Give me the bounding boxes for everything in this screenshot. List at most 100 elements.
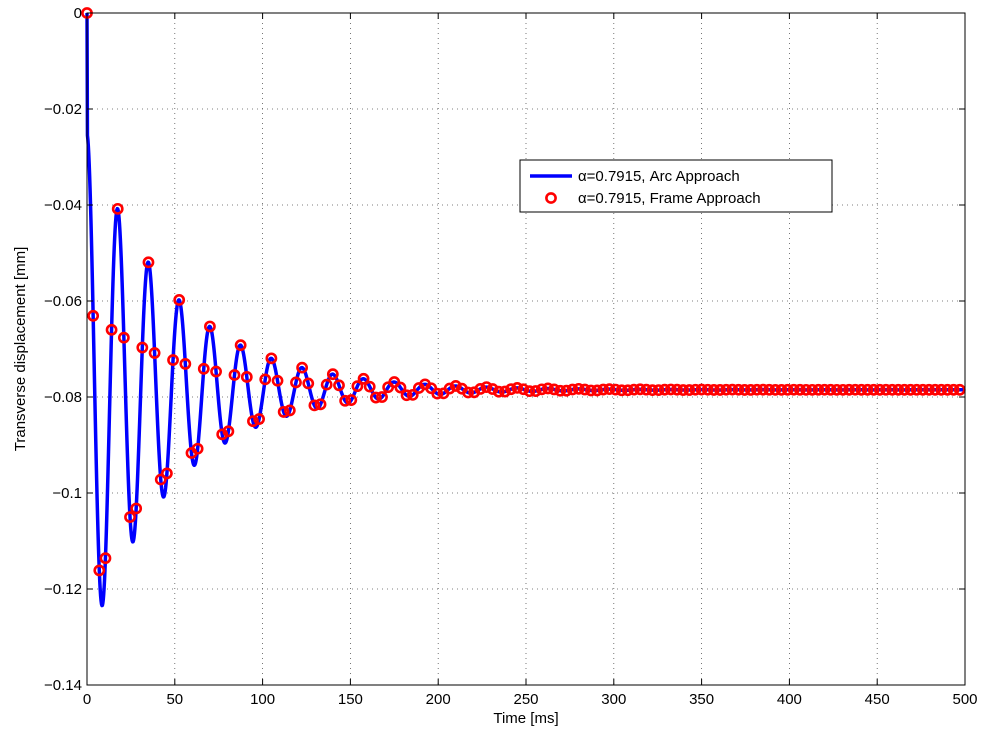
series-point-frame bbox=[910, 383, 923, 396]
legend: α=0.7915, Arc Approach α=0.7915, Frame A… bbox=[519, 159, 833, 213]
series-point-frame bbox=[529, 385, 542, 397]
series-point-frame bbox=[499, 385, 511, 398]
series-point-frame bbox=[480, 381, 493, 393]
series-point-frame bbox=[197, 362, 210, 375]
series-point-frame bbox=[867, 383, 880, 396]
series-point-frame bbox=[603, 383, 616, 396]
series-point-frame bbox=[363, 380, 376, 393]
series-point-frame bbox=[271, 374, 284, 387]
series-line-arc bbox=[85, 12, 967, 608]
series-point-frame bbox=[204, 320, 216, 333]
series-point-frame bbox=[247, 415, 259, 428]
legend-marker-swatch bbox=[545, 192, 557, 204]
y-tick-label: −0.08 bbox=[44, 389, 82, 406]
series-point-frame bbox=[597, 383, 610, 396]
series-point-frame bbox=[554, 384, 567, 397]
y-tick-label: −0.04 bbox=[44, 197, 82, 214]
series-point-frame bbox=[228, 369, 241, 381]
series-point-frame bbox=[916, 383, 929, 396]
series-point-frame bbox=[406, 388, 419, 401]
y-tick-label: −0.1 bbox=[52, 485, 82, 502]
series-point-frame bbox=[707, 384, 720, 396]
series-point-frame bbox=[861, 383, 874, 396]
series-point-frame bbox=[93, 564, 106, 577]
y-tick-label: 0 bbox=[74, 5, 82, 22]
series-point-frame bbox=[609, 383, 622, 396]
series-point-frame bbox=[167, 354, 179, 366]
series-point-frame bbox=[664, 383, 677, 396]
series-point-frame bbox=[714, 384, 726, 396]
series-point-frame bbox=[757, 383, 769, 396]
y-axis-label: Transverse displacement [mm] bbox=[12, 247, 29, 452]
series-point-frame bbox=[947, 383, 960, 396]
y-tick-label: −0.02 bbox=[44, 101, 82, 118]
series-point-frame bbox=[886, 383, 899, 396]
series-point-frame bbox=[474, 382, 487, 395]
series-point-frame bbox=[345, 394, 358, 406]
legend-entry-arc: α=0.7915, Arc Approach bbox=[578, 168, 740, 185]
series-point-frame bbox=[935, 383, 948, 396]
x-tick-label: 400 bbox=[777, 691, 802, 708]
series-point-frame bbox=[136, 341, 149, 354]
series-point-frame bbox=[511, 381, 524, 394]
series-point-frame bbox=[87, 309, 100, 322]
series-point-frame bbox=[775, 383, 788, 396]
series-point-frame bbox=[726, 383, 739, 396]
series-point-frame bbox=[234, 339, 247, 352]
series-point-frame bbox=[677, 384, 690, 396]
series-point-frame bbox=[695, 383, 708, 396]
series-point-frame bbox=[787, 383, 800, 396]
series-point-frame bbox=[339, 394, 352, 407]
series-point-frame bbox=[314, 398, 327, 411]
series-point-frame bbox=[259, 373, 272, 386]
series-point-frame bbox=[744, 384, 757, 396]
legend-entry-frame: α=0.7915, Frame Approach bbox=[578, 190, 761, 207]
series-point-frame bbox=[566, 383, 579, 396]
series-point-frame bbox=[216, 428, 229, 441]
x-tick-label: 300 bbox=[601, 691, 626, 708]
series-point-frame bbox=[376, 391, 388, 403]
series-point-frame bbox=[671, 383, 683, 396]
series-point-frame bbox=[701, 383, 714, 396]
series-point-frame bbox=[326, 368, 339, 381]
series-point-frame bbox=[240, 371, 253, 383]
series-point-frame bbox=[443, 382, 456, 395]
x-tick-label: 500 bbox=[952, 691, 977, 708]
series-point-frame bbox=[923, 383, 935, 396]
series-point-frame bbox=[781, 383, 794, 396]
series-point-frame bbox=[769, 383, 782, 396]
x-tick-label: 250 bbox=[513, 691, 538, 708]
series-point-frame bbox=[812, 383, 825, 396]
series-point-frame bbox=[548, 383, 560, 396]
series-point-frame bbox=[505, 383, 517, 396]
series-point-frame bbox=[652, 384, 665, 397]
series-point-frame bbox=[646, 384, 659, 397]
series-point-frame bbox=[904, 383, 917, 396]
x-tick-label: 450 bbox=[865, 691, 890, 708]
series-point-frame bbox=[806, 383, 819, 396]
axis-ticks: 0 50 100 150 200 250 300 350 400 450 500 0 −0.02 −0.0… bbox=[44, 5, 977, 708]
series-point-frame bbox=[929, 383, 942, 396]
series-point-frame bbox=[843, 383, 855, 396]
series-point-frame bbox=[837, 383, 849, 396]
series-point-frame bbox=[486, 383, 499, 395]
series-point-frame bbox=[738, 384, 751, 396]
series-point-frame bbox=[873, 383, 886, 396]
series-point-frame bbox=[290, 376, 302, 389]
legend-box bbox=[519, 159, 833, 213]
series-point-frame bbox=[578, 383, 591, 396]
series-point-frame bbox=[818, 383, 831, 396]
series-point-frame bbox=[351, 380, 364, 393]
series-point-frame bbox=[941, 383, 954, 396]
series-point-frame bbox=[111, 202, 124, 215]
series-point-frame bbox=[751, 383, 763, 396]
series-point-frame bbox=[320, 378, 333, 391]
series-point-frame bbox=[591, 384, 604, 397]
x-tick-label: 350 bbox=[689, 691, 714, 708]
series-point-frame bbox=[265, 352, 278, 365]
series-point-frame bbox=[824, 383, 837, 396]
series-point-frame bbox=[148, 347, 161, 359]
series-point-frame bbox=[892, 383, 905, 396]
series-point-frame bbox=[763, 383, 776, 396]
